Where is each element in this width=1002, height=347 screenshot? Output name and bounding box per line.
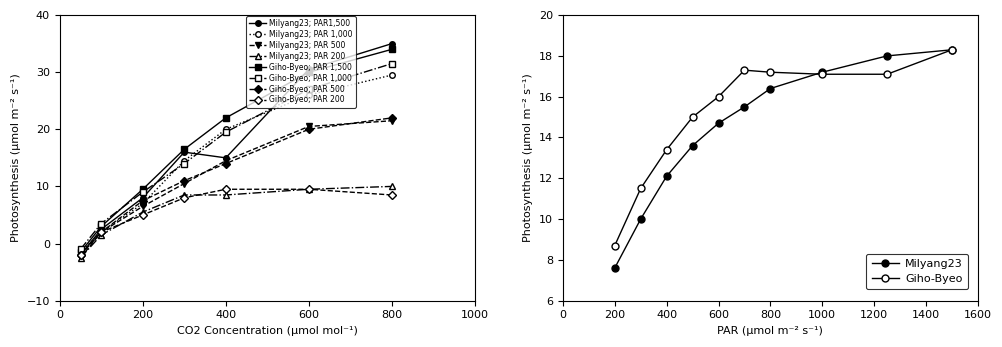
Milyang23; PAR 1,000 xyxy=(386,73,398,77)
Milyang23; PAR 200 xyxy=(95,233,107,237)
Legend: Milyang23, Giho-Byeo: Milyang23, Giho-Byeo xyxy=(865,254,967,289)
Milyang23 xyxy=(608,266,620,270)
Line: Giho-Byeo; PAR 200: Giho-Byeo; PAR 200 xyxy=(78,186,394,258)
Line: Milyang23; PAR 200: Milyang23; PAR 200 xyxy=(78,184,394,261)
X-axis label: CO2 Concentration (μmol mol⁻¹): CO2 Concentration (μmol mol⁻¹) xyxy=(176,326,358,336)
Milyang23; PAR1,500 xyxy=(136,196,148,200)
Milyang23; PAR 500 xyxy=(219,159,231,163)
Giho-Byeo; PAR 200 xyxy=(303,187,315,191)
Milyang23; PAR 500 xyxy=(303,124,315,128)
Milyang23; PAR 1,000 xyxy=(303,93,315,97)
Milyang23; PAR 200 xyxy=(303,187,315,191)
Giho-Byeo xyxy=(816,72,828,76)
Y-axis label: Photosynthesis (μmol m⁻² s⁻¹): Photosynthesis (μmol m⁻² s⁻¹) xyxy=(11,74,21,242)
Milyang23; PAR 200 xyxy=(178,193,190,197)
Line: Milyang23: Milyang23 xyxy=(610,46,955,271)
Giho-Byeo; PAR 200 xyxy=(74,253,86,257)
Milyang23; PAR1,500 xyxy=(178,150,190,154)
Giho-Byeo; PAR 1,500 xyxy=(74,250,86,254)
Giho-Byeo; PAR 500 xyxy=(303,127,315,132)
Giho-Byeo; PAR 1,500 xyxy=(219,116,231,120)
Milyang23; PAR1,500 xyxy=(303,67,315,71)
Milyang23; PAR 500 xyxy=(386,119,398,123)
Milyang23 xyxy=(660,174,672,178)
Giho-Byeo; PAR 1,500 xyxy=(178,147,190,151)
Line: Milyang23; PAR 1,000: Milyang23; PAR 1,000 xyxy=(78,72,394,255)
Giho-Byeo; PAR 1,000 xyxy=(303,87,315,91)
Milyang23 xyxy=(634,217,646,221)
Giho-Byeo xyxy=(880,72,892,76)
Giho-Byeo xyxy=(608,244,620,248)
Milyang23; PAR 1,000 xyxy=(74,250,86,254)
Milyang23 xyxy=(945,48,957,52)
Giho-Byeo xyxy=(634,186,646,191)
Giho-Byeo; PAR 1,500 xyxy=(95,224,107,228)
Milyang23; PAR1,500 xyxy=(386,42,398,46)
Giho-Byeo; PAR 1,000 xyxy=(95,221,107,226)
Giho-Byeo; PAR 1,000 xyxy=(74,247,86,251)
Giho-Byeo; PAR 500 xyxy=(386,116,398,120)
Giho-Byeo xyxy=(764,70,776,74)
Milyang23; PAR1,500 xyxy=(219,156,231,160)
Giho-Byeo; PAR 500 xyxy=(178,179,190,183)
Milyang23; PAR1,500 xyxy=(74,253,86,257)
Giho-Byeo; PAR 1,000 xyxy=(219,130,231,134)
Milyang23; PAR1,500 xyxy=(95,227,107,231)
X-axis label: PAR (μmol m⁻² s⁻¹): PAR (μmol m⁻² s⁻¹) xyxy=(716,326,823,336)
Giho-Byeo; PAR 1,000 xyxy=(136,190,148,194)
Milyang23; PAR 500 xyxy=(95,230,107,234)
Giho-Byeo; PAR 1,500 xyxy=(136,187,148,191)
Milyang23; PAR 500 xyxy=(136,204,148,209)
Giho-Byeo; PAR 500 xyxy=(74,253,86,257)
Giho-Byeo; PAR 500 xyxy=(219,161,231,166)
Milyang23; PAR 200 xyxy=(386,184,398,188)
Milyang23 xyxy=(816,70,828,74)
Giho-Byeo; PAR 500 xyxy=(136,198,148,203)
Line: Giho-Byeo: Giho-Byeo xyxy=(610,46,955,249)
Giho-Byeo xyxy=(686,115,698,119)
Giho-Byeo; PAR 500 xyxy=(95,230,107,234)
Line: Giho-Byeo; PAR 1,500: Giho-Byeo; PAR 1,500 xyxy=(78,46,394,255)
Giho-Byeo; PAR 200 xyxy=(386,193,398,197)
Giho-Byeo xyxy=(660,147,672,152)
Milyang23; PAR 200 xyxy=(219,193,231,197)
Line: Milyang23; PAR1,500: Milyang23; PAR1,500 xyxy=(78,41,394,258)
Y-axis label: Photosynthesis (μmol m⁻² s⁻¹): Photosynthesis (μmol m⁻² s⁻¹) xyxy=(523,74,533,242)
Milyang23 xyxy=(764,86,776,91)
Milyang23 xyxy=(686,144,698,148)
Giho-Byeo; PAR 200 xyxy=(95,230,107,234)
Giho-Byeo; PAR 200 xyxy=(219,187,231,191)
Line: Giho-Byeo; PAR 500: Giho-Byeo; PAR 500 xyxy=(78,115,394,258)
Giho-Byeo xyxy=(945,48,957,52)
Milyang23; PAR 1,000 xyxy=(95,230,107,234)
Milyang23; PAR 1,000 xyxy=(219,127,231,132)
Giho-Byeo; PAR 1,000 xyxy=(386,61,398,66)
Line: Milyang23; PAR 500: Milyang23; PAR 500 xyxy=(78,118,394,261)
Legend: Milyang23; PAR1,500, Milyang23; PAR 1,000, Milyang23; PAR 500, Milyang23; PAR 20: Milyang23; PAR1,500, Milyang23; PAR 1,00… xyxy=(245,16,356,108)
Giho-Byeo; PAR 200 xyxy=(136,213,148,217)
Giho-Byeo xyxy=(737,68,749,72)
Milyang23 xyxy=(880,54,892,58)
Giho-Byeo; PAR 1,500 xyxy=(386,47,398,51)
Milyang23; PAR 500 xyxy=(74,256,86,260)
Giho-Byeo; PAR 1,000 xyxy=(178,161,190,166)
Milyang23; PAR 1,000 xyxy=(178,159,190,163)
Giho-Byeo xyxy=(711,95,723,99)
Milyang23 xyxy=(737,105,749,109)
Giho-Byeo; PAR 1,500 xyxy=(303,70,315,74)
Line: Giho-Byeo; PAR 1,000: Giho-Byeo; PAR 1,000 xyxy=(78,61,394,252)
Milyang23; PAR 200 xyxy=(136,210,148,214)
Milyang23; PAR 500 xyxy=(178,181,190,186)
Milyang23; PAR 1,000 xyxy=(136,202,148,206)
Milyang23 xyxy=(711,121,723,125)
Milyang23; PAR 200 xyxy=(74,256,86,260)
Giho-Byeo; PAR 200 xyxy=(178,196,190,200)
